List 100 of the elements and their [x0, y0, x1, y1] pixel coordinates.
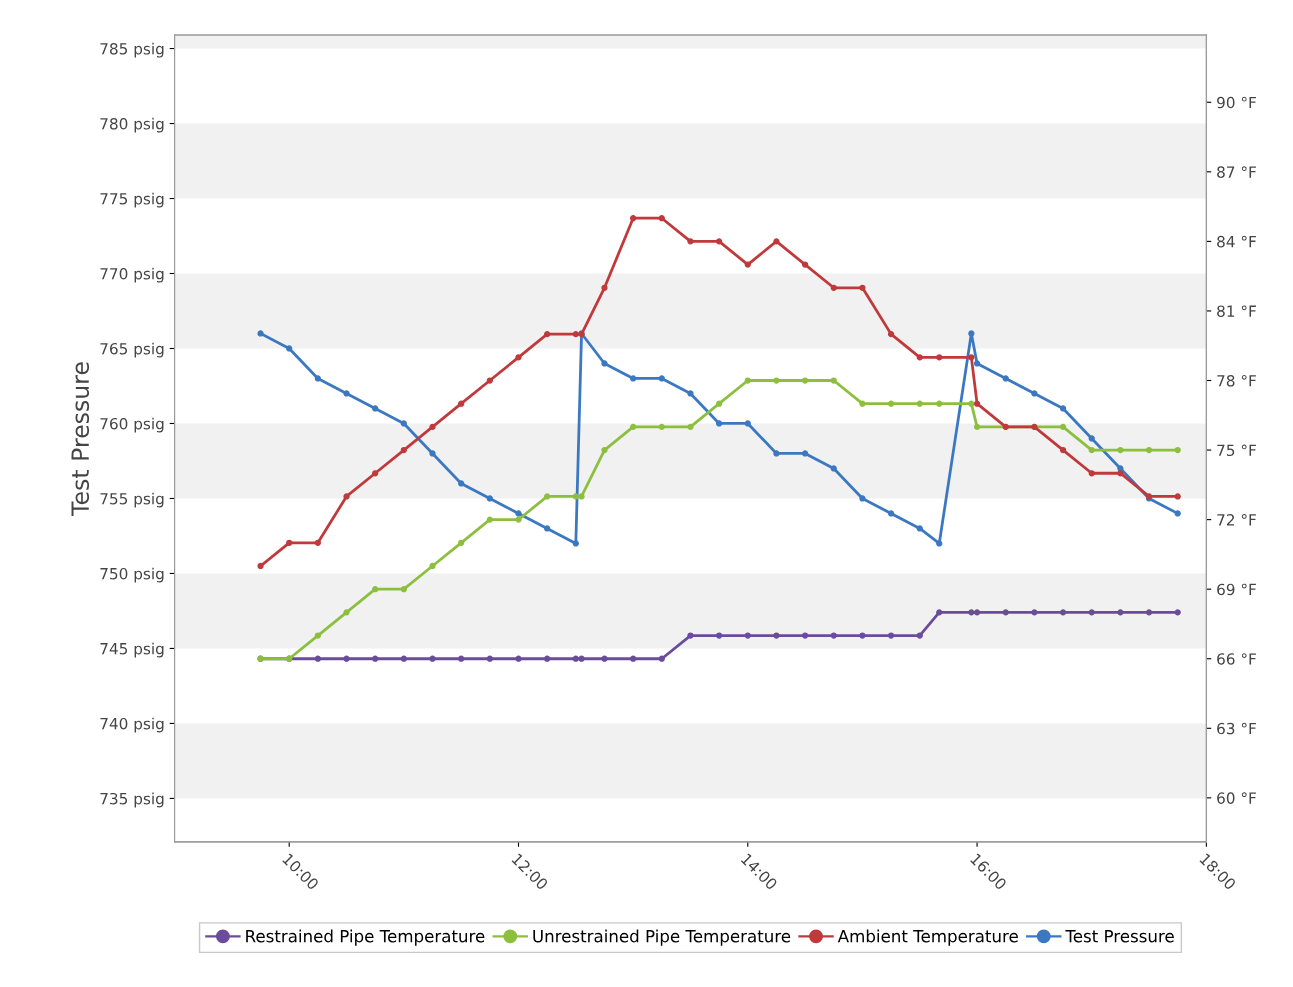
point: [572, 493, 579, 500]
point: [601, 284, 608, 291]
point: [887, 331, 895, 338]
point: [830, 465, 837, 472]
point: [936, 609, 943, 616]
point: [968, 354, 975, 361]
point: [968, 400, 975, 407]
point: [744, 632, 751, 639]
point: [578, 493, 585, 500]
point: [1088, 446, 1095, 454]
point: [830, 284, 837, 291]
point: [458, 400, 465, 407]
point: [572, 331, 579, 338]
point: [1174, 446, 1181, 454]
point: [400, 655, 407, 662]
point: [601, 655, 608, 662]
point: [1117, 470, 1124, 477]
point: [372, 655, 379, 662]
point: [968, 609, 975, 616]
point: [486, 377, 493, 384]
point: [486, 516, 493, 523]
point: [715, 420, 723, 427]
point: [572, 540, 579, 547]
point: [773, 632, 780, 639]
y-tick-label: 760 psig: [100, 417, 164, 433]
point: [859, 632, 866, 639]
point: [429, 562, 436, 570]
y2-tick-label: 72 °F: [1217, 514, 1256, 526]
point: [372, 405, 379, 412]
point: [973, 360, 981, 367]
point: [400, 420, 407, 427]
y2-tick-label: 78 °F: [1217, 374, 1256, 387]
legend-label: Test Pressure: [1065, 930, 1174, 943]
point: [1174, 510, 1181, 517]
y-tick-label: 755 psig: [100, 492, 164, 508]
y2-tick-label: 60 °F: [1217, 792, 1256, 804]
point: [773, 450, 780, 457]
point: [801, 377, 809, 384]
point: [1059, 446, 1067, 454]
point: [257, 562, 264, 570]
point: [578, 655, 585, 662]
point: [1145, 446, 1153, 454]
point: [658, 215, 665, 222]
point: [515, 516, 522, 523]
point: [859, 284, 866, 291]
point: [630, 375, 637, 382]
point: [859, 495, 866, 502]
point: [801, 261, 809, 268]
point: [286, 539, 293, 546]
point: [1059, 405, 1067, 412]
point: [458, 539, 465, 546]
point: [887, 632, 895, 639]
y-tick-label: 750 psig: [100, 567, 164, 583]
point: [1088, 435, 1095, 442]
point: [544, 493, 551, 500]
point: [372, 470, 379, 477]
legend-label: Unrestrained Pipe Temperature: [533, 929, 791, 946]
y2-tick-label: 84 °F: [1217, 235, 1256, 248]
point: [314, 539, 321, 546]
y2-tick-label: 66 °F: [1217, 653, 1256, 665]
point: [687, 390, 694, 397]
point: [1145, 609, 1153, 616]
point: [973, 400, 981, 407]
point: [1002, 609, 1009, 616]
point: [1059, 423, 1067, 431]
point: [830, 632, 837, 639]
point: [630, 423, 637, 431]
point: [429, 655, 436, 662]
point: [515, 510, 522, 517]
point: [515, 655, 522, 662]
point: [486, 655, 493, 662]
point: [544, 331, 551, 338]
y2-tick-label: 63 °F: [1217, 722, 1256, 735]
y2-tick-label: 81 °F: [1217, 305, 1256, 317]
y-tick-label: 780 psig: [100, 117, 164, 133]
y2-tick-label: 87 °F: [1217, 166, 1256, 178]
point: [887, 400, 895, 407]
point: [1174, 493, 1181, 500]
point: [773, 377, 780, 384]
point: [744, 261, 751, 268]
point: [715, 632, 723, 639]
point: [630, 215, 637, 222]
point: [936, 540, 943, 547]
point: [314, 632, 321, 639]
legend-label: Restrained Pipe Temperature: [246, 929, 485, 946]
y-tick-label: 785 psig: [100, 42, 164, 58]
point: [973, 609, 981, 616]
point: [801, 450, 809, 457]
point: [601, 446, 608, 454]
point: [1174, 609, 1181, 616]
point: [715, 400, 723, 407]
point: [458, 655, 465, 662]
point: [544, 655, 551, 662]
point: [916, 400, 923, 407]
point: [968, 330, 975, 337]
point: [400, 446, 407, 454]
point: [458, 480, 465, 487]
y2-tick-label: 90 °F: [1217, 96, 1256, 109]
y2-tick-label: 69 °F: [1217, 583, 1256, 596]
point: [916, 525, 923, 532]
